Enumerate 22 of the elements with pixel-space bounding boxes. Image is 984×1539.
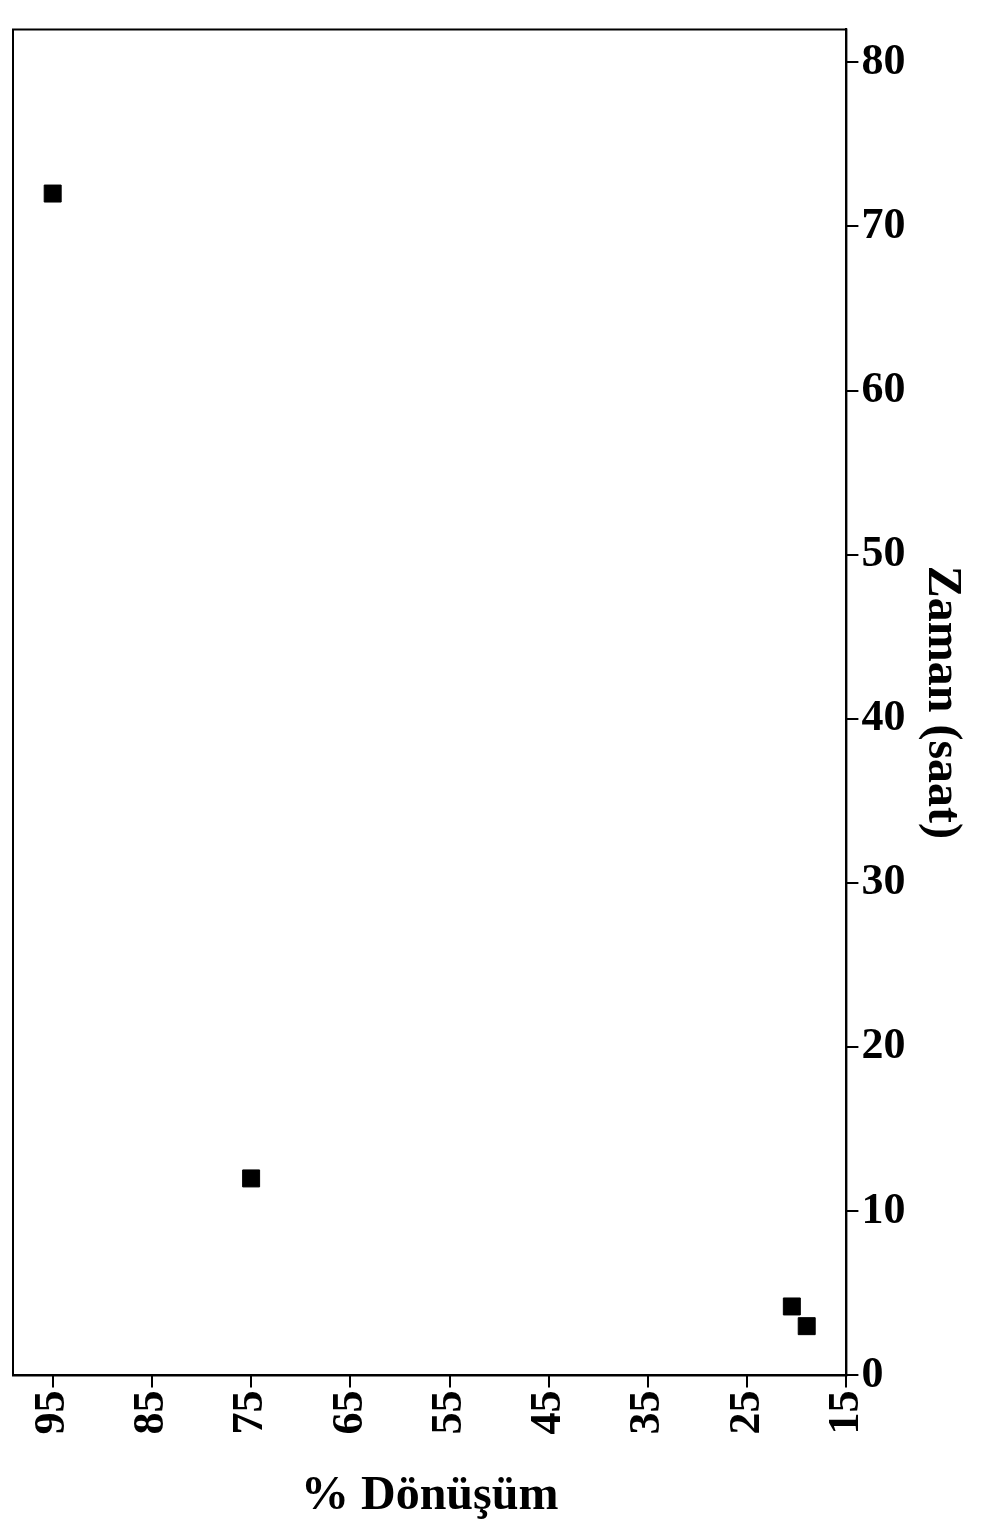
y-tick-label: 10 (861, 1183, 906, 1233)
x-tick-label: 45 (521, 1390, 571, 1435)
point (43, 184, 62, 203)
point (797, 1317, 816, 1336)
y-tick-label: 40 (861, 691, 906, 741)
y-tick-label: 80 (861, 34, 906, 84)
y-tick-label: 20 (861, 1019, 906, 1069)
y-axis-title: Zaman (saat) (917, 565, 972, 840)
y-tick-label: 70 (861, 198, 906, 248)
x-axis-title: % Dönüşüm (300, 1465, 559, 1519)
x-tick-label: 35 (620, 1390, 670, 1435)
x-tick-label: 95 (25, 1390, 75, 1435)
point (782, 1297, 801, 1316)
x-tick-label: 65 (322, 1390, 372, 1435)
point (242, 1169, 261, 1188)
x-tick-label: 85 (124, 1390, 174, 1435)
y-tick-label: 30 (861, 855, 906, 905)
x-tick-label: 75 (223, 1390, 273, 1435)
y-tick-label: 60 (861, 362, 906, 412)
y-tick-label: 50 (861, 527, 906, 577)
x-tick-label: 25 (719, 1390, 769, 1435)
x-tick-label: 55 (421, 1390, 471, 1435)
